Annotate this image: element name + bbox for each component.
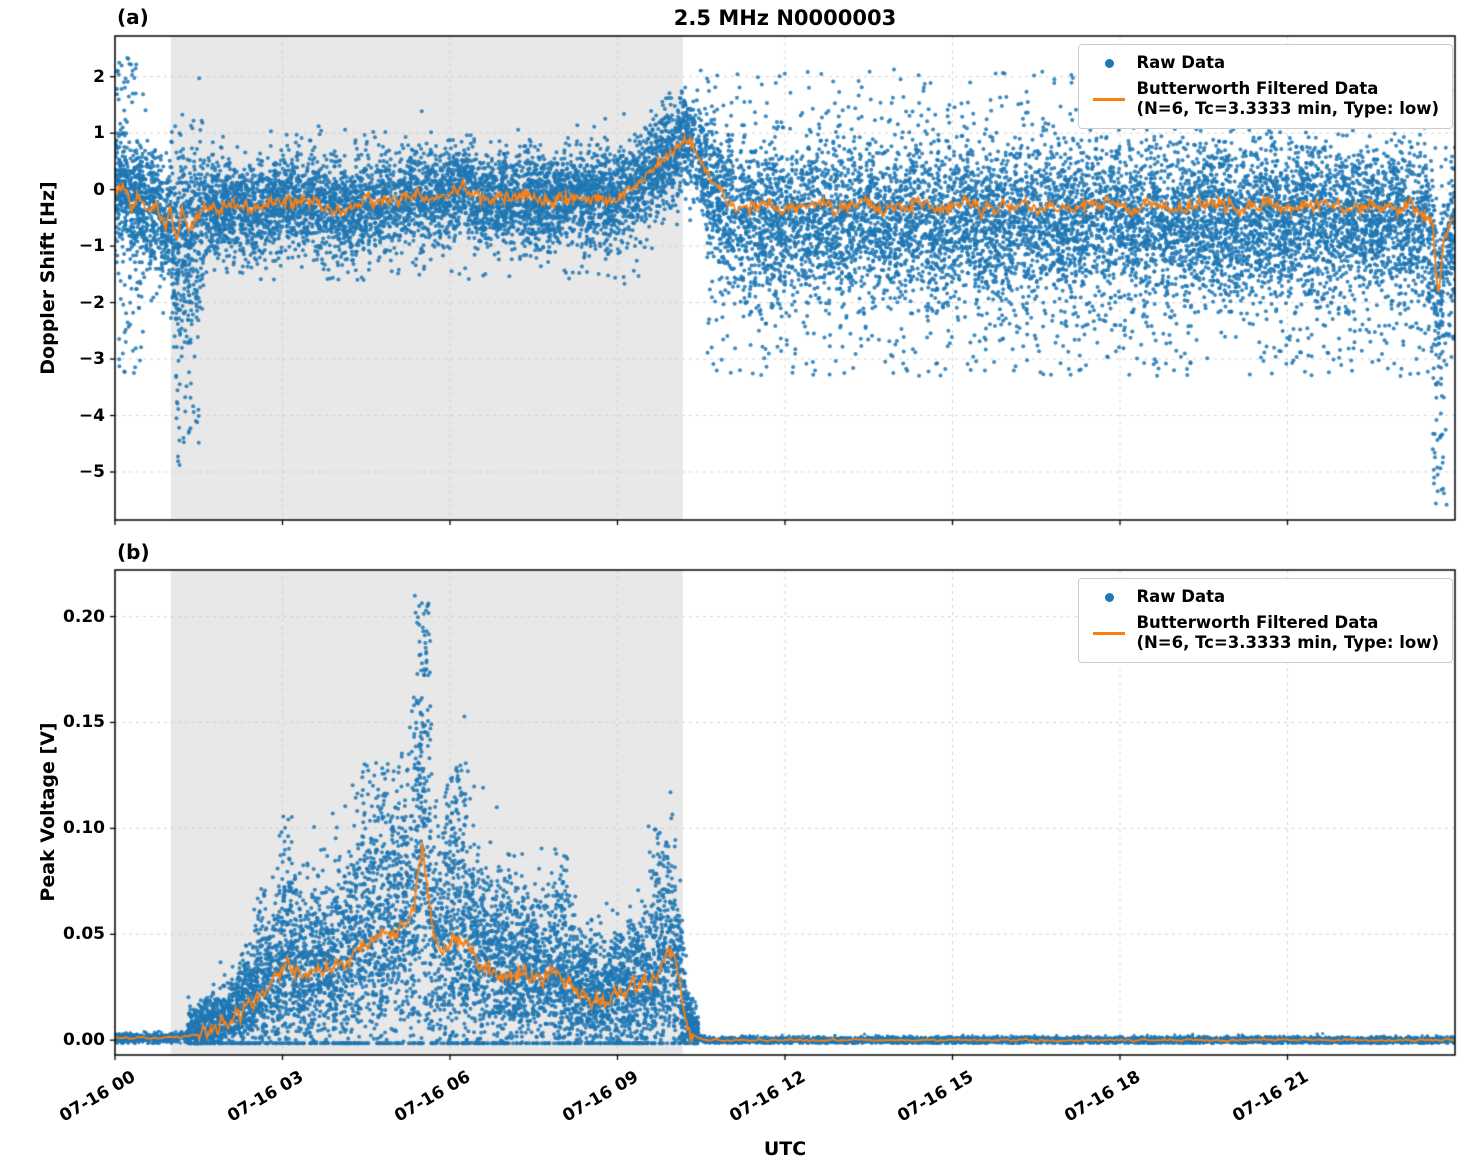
legend-filtered-sublabel: (N=6, Tc=3.3333 min, Type: low)	[1136, 99, 1439, 119]
panel-a-label: (a)	[117, 5, 149, 29]
y-tick-label: −4	[78, 405, 105, 426]
x-tick-label: 07-16 21	[1228, 1067, 1312, 1127]
y-tick-label: −3	[78, 349, 105, 370]
x-tick-label: 07-16 06	[391, 1067, 474, 1127]
legend-item-filtered-data: Butterworth Filtered Data (N=6, Tc=3.333…	[1092, 79, 1439, 120]
x-tick-label: 07-16 09	[558, 1067, 642, 1127]
y-tick-label: −5	[78, 461, 105, 482]
x-tick-label: 07-16 00	[56, 1067, 139, 1127]
x-tick-label: 07-16 12	[726, 1067, 809, 1127]
legend-item-raw-data: Raw Data	[1092, 587, 1439, 608]
chart-title: 2.5 MHz N0000003	[673, 6, 897, 30]
y-tick-label: 0.20	[63, 606, 105, 627]
y-tick-label: 0.05	[63, 924, 105, 945]
legend-filtered-label: Butterworth Filtered Data	[1136, 612, 1379, 632]
x-tick-label: 07-16 15	[893, 1067, 977, 1127]
y-tick-label: 0	[93, 179, 105, 200]
legend-panel-a: Raw Data Butterworth Filtered Data (N=6,…	[1078, 44, 1453, 129]
legend-raw-label: Raw Data	[1136, 53, 1226, 72]
filtered-line-marker-icon	[1092, 631, 1126, 635]
legend-filtered-label: Butterworth Filtered Data	[1136, 78, 1379, 98]
legend-raw-label: Raw Data	[1136, 587, 1226, 606]
legend-panel-b: Raw Data Butterworth Filtered Data (N=6,…	[1078, 578, 1453, 663]
y-tick-label: −1	[78, 236, 105, 257]
y-axis-label-voltage: Peak Voltage [V]	[37, 722, 59, 902]
y-tick-label: 0.15	[63, 712, 105, 733]
y-axis-label-doppler: Doppler Shift [Hz]	[37, 181, 59, 375]
x-tick-label: 07-16 03	[223, 1067, 307, 1127]
y-tick-label: 0.10	[63, 818, 105, 839]
panel-b-label: (b)	[117, 540, 150, 564]
y-tick-label: 2	[93, 66, 105, 87]
y-tick-label: 0.00	[63, 1030, 105, 1051]
filtered-line-marker-icon	[1092, 97, 1126, 101]
raw-data-marker-icon	[1092, 592, 1126, 602]
x-tick-label: 07-16 18	[1061, 1067, 1144, 1127]
y-tick-label: −2	[78, 292, 105, 313]
legend-item-raw-data: Raw Data	[1092, 53, 1439, 74]
x-axis-label: UTC	[763, 1138, 807, 1160]
legend-item-filtered-data: Butterworth Filtered Data (N=6, Tc=3.333…	[1092, 613, 1439, 654]
y-tick-label: 1	[93, 123, 105, 144]
legend-filtered-sublabel: (N=6, Tc=3.3333 min, Type: low)	[1136, 633, 1439, 653]
raw-data-marker-icon	[1092, 58, 1126, 68]
